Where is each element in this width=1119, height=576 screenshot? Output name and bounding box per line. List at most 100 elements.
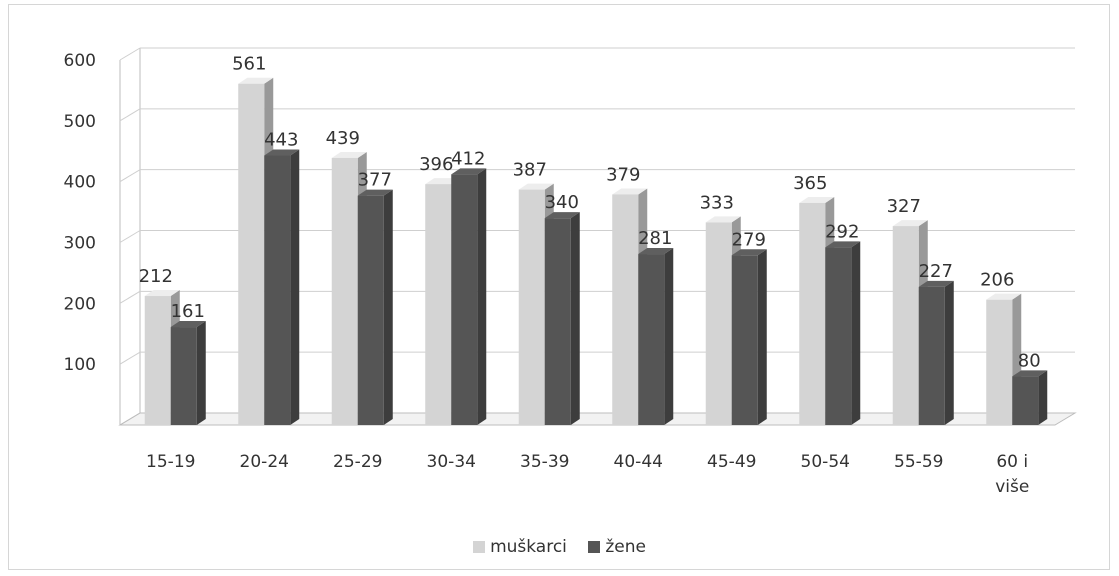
bar-side-women bbox=[477, 168, 487, 425]
bar-men bbox=[892, 226, 919, 425]
bar-women bbox=[918, 286, 945, 425]
bar-top-men bbox=[518, 183, 554, 190]
y-tick-label: 300 bbox=[64, 234, 96, 254]
bar-women bbox=[357, 195, 384, 425]
data-label-women: 412 bbox=[451, 148, 485, 169]
axis-corner bbox=[119, 412, 141, 426]
bar-top-women bbox=[731, 249, 767, 256]
bar-men bbox=[238, 83, 265, 425]
bar-women bbox=[638, 254, 665, 425]
data-label-women: 227 bbox=[919, 261, 953, 282]
x-tick-label: 15-19 bbox=[146, 452, 195, 472]
bar-top-women bbox=[918, 280, 954, 287]
bar-women bbox=[170, 327, 197, 425]
x-tick-label: 45-49 bbox=[707, 452, 756, 472]
data-label-men: 333 bbox=[700, 192, 734, 213]
x-tick-label: 25-29 bbox=[333, 452, 382, 472]
y-tick-label: 500 bbox=[64, 112, 96, 132]
bar-top-women bbox=[451, 168, 487, 175]
bar-side-women bbox=[757, 249, 767, 425]
gridline-side bbox=[119, 351, 141, 365]
y-tick-label: 200 bbox=[64, 294, 96, 314]
bar-top-men bbox=[144, 290, 180, 297]
legend-item-men: muškarci bbox=[473, 537, 567, 557]
gridline-side bbox=[119, 169, 141, 183]
data-label-men: 387 bbox=[513, 160, 547, 181]
bar-side-women bbox=[1038, 370, 1048, 425]
bar-side-women bbox=[196, 321, 206, 425]
data-label-women: 340 bbox=[545, 192, 579, 213]
data-label-men: 439 bbox=[326, 128, 360, 149]
data-label-men: 212 bbox=[139, 266, 173, 287]
data-label-women: 377 bbox=[358, 170, 392, 191]
bar-top-men bbox=[705, 216, 741, 223]
data-label-women: 281 bbox=[638, 228, 672, 249]
bar-men bbox=[144, 296, 171, 425]
bar-men bbox=[986, 299, 1013, 425]
x-tick-label: 35-39 bbox=[520, 452, 569, 472]
gridline-side bbox=[119, 230, 141, 243]
legend-swatch-men bbox=[473, 541, 486, 553]
bar-men bbox=[331, 157, 358, 426]
data-label-men: 396 bbox=[419, 154, 453, 175]
bar-women bbox=[1012, 376, 1039, 425]
bar-women bbox=[825, 247, 852, 425]
data-label-men: 365 bbox=[793, 173, 827, 194]
data-label-women: 80 bbox=[1018, 350, 1041, 371]
data-label-women: 161 bbox=[171, 301, 205, 322]
data-label-women: 279 bbox=[732, 229, 766, 250]
x-tick-label: 60 i bbox=[996, 452, 1028, 472]
bar-top-men bbox=[331, 151, 367, 158]
y-tick-label: 100 bbox=[64, 355, 96, 375]
bar-women bbox=[264, 155, 291, 425]
bar-top-women bbox=[170, 321, 206, 328]
bar-top-women bbox=[1012, 370, 1048, 377]
x-tick-label: 55-59 bbox=[894, 452, 943, 472]
bar-men bbox=[425, 184, 452, 425]
bar-women bbox=[731, 255, 758, 425]
bar-top-men bbox=[892, 220, 928, 227]
bar-side-women bbox=[383, 189, 393, 425]
data-label-men: 206 bbox=[980, 270, 1014, 291]
gridline-side bbox=[119, 47, 141, 61]
data-label-men: 561 bbox=[232, 54, 266, 75]
bar-side-women bbox=[944, 280, 954, 425]
x-tick-label: 20-24 bbox=[240, 452, 289, 472]
gridline-side bbox=[119, 108, 141, 122]
gridline-side bbox=[119, 290, 141, 304]
bar-top-women bbox=[544, 212, 580, 219]
x-tick-label: 40-44 bbox=[614, 452, 663, 472]
bar-men bbox=[612, 194, 639, 425]
bar-men bbox=[518, 189, 545, 425]
bar-top-men bbox=[799, 196, 835, 203]
bar-men bbox=[799, 202, 826, 425]
bar-top-men bbox=[238, 77, 274, 84]
legend-label-men: muškarci bbox=[490, 537, 567, 557]
y-tick-label: 400 bbox=[64, 173, 96, 193]
bar-top-men bbox=[612, 188, 648, 195]
bar-top-women bbox=[825, 241, 861, 248]
data-label-women: 292 bbox=[825, 221, 859, 242]
data-label-men: 327 bbox=[887, 196, 921, 217]
bar-side-women bbox=[570, 212, 580, 425]
bar-side-women bbox=[851, 241, 861, 425]
bar-side-women bbox=[290, 149, 300, 425]
bar-women bbox=[544, 218, 571, 425]
bar-top-women bbox=[357, 189, 393, 196]
bar-men bbox=[705, 222, 732, 425]
legend-swatch-women bbox=[588, 541, 601, 553]
legend-item-women: žene bbox=[588, 537, 646, 557]
legend: muškarci žene bbox=[0, 537, 1119, 558]
legend-label-women: žene bbox=[605, 537, 646, 557]
data-label-women: 443 bbox=[264, 130, 298, 151]
x-tick-label: više bbox=[995, 477, 1029, 497]
x-tick-label: 30-34 bbox=[427, 452, 476, 472]
x-tick-label: 50-54 bbox=[801, 452, 850, 472]
bar-top-women bbox=[638, 248, 674, 255]
data-label-men: 379 bbox=[606, 164, 640, 185]
bar-top-men bbox=[986, 293, 1022, 300]
bar-side-women bbox=[664, 248, 674, 425]
bar-women bbox=[451, 174, 478, 425]
y-tick-label: 600 bbox=[64, 51, 96, 71]
